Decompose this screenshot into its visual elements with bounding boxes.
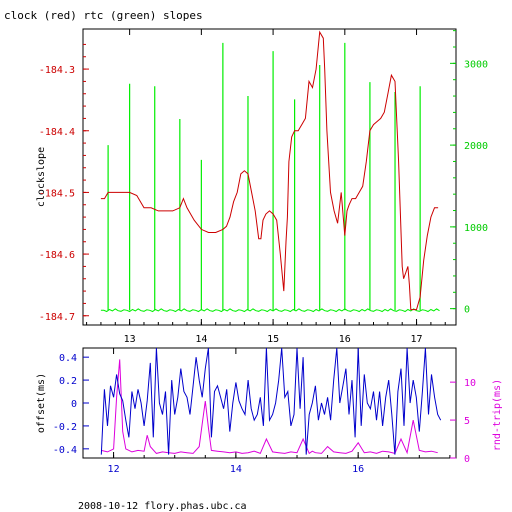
upper-axes: 13 14 15 16 17 -184.3 -184.4 -184.5 -184.6 -184.7… bbox=[39, 29, 488, 345]
offset-series-line bbox=[100, 347, 442, 455]
upper-x-tick-label: 15 bbox=[267, 334, 279, 345]
upper-y-tick-label: -184.4 bbox=[39, 127, 75, 138]
upper-x-tick-label: 16 bbox=[339, 334, 351, 345]
lower-y2-tick-label: 5 bbox=[464, 416, 470, 427]
upper-plot-frame bbox=[82, 28, 457, 326]
upper-y2-tick-label: 1000 bbox=[464, 223, 488, 234]
lower-axes: 12 14 16 0.4 0.2 0 -0.2 -0.4 0 5 10 bbox=[53, 348, 476, 475]
lower-x-tick-label: 14 bbox=[230, 464, 242, 475]
rtc-baseline bbox=[100, 308, 440, 313]
upper-y-tick-label: -184.6 bbox=[39, 250, 75, 261]
chart-title: clock (red) rtc (green) slopes bbox=[4, 9, 203, 22]
upper-y-axis-label: clockslope bbox=[36, 147, 47, 207]
lower-x-tick-label: 16 bbox=[352, 464, 364, 475]
lower-y-tick-label: 0 bbox=[71, 399, 77, 410]
lower-y2-tick-label: 10 bbox=[464, 378, 476, 389]
upper-panel: clockslope 13 14 15 16 17 -184.3 -184.4 -184.5 -… bbox=[36, 28, 488, 345]
lower-y-tick-label: -0.4 bbox=[53, 445, 77, 456]
footer-credit: 2008-10-12 flory.phas.ubc.ca bbox=[78, 501, 247, 512]
clock-series-line bbox=[100, 30, 439, 311]
lower-y2-axis-label: rnd-trip(ms) bbox=[492, 379, 503, 451]
lower-panel: offset(ms) rnd-trip(ms) 12 14 16 0.4 0.2 0 -0.… bbox=[36, 347, 503, 475]
lower-x-tick-label: 12 bbox=[108, 464, 120, 475]
upper-y-tick-label: -184.7 bbox=[39, 312, 75, 323]
lower-y2-tick-label: 0 bbox=[464, 454, 470, 465]
upper-x-tick-label: 13 bbox=[124, 334, 136, 345]
upper-y2-tick-label: 0 bbox=[464, 305, 470, 316]
lower-y-axis-label: offset(ms) bbox=[36, 373, 47, 433]
upper-x-tick-label: 14 bbox=[195, 334, 207, 345]
lower-y-tick-label: 0.2 bbox=[59, 376, 77, 387]
rnd-trip-series-line bbox=[101, 359, 438, 455]
upper-y-tick-label: -184.5 bbox=[39, 188, 75, 199]
upper-x-tick-label: 17 bbox=[411, 334, 423, 345]
upper-y2-tick-label: 2000 bbox=[464, 141, 488, 152]
upper-y-tick-label: -184.3 bbox=[39, 65, 75, 76]
rtc-series bbox=[100, 42, 440, 313]
lower-y-tick-label: -0.2 bbox=[53, 422, 77, 433]
lower-y-tick-label: 0.4 bbox=[59, 353, 77, 364]
upper-y2-tick-label: 3000 bbox=[464, 59, 488, 70]
